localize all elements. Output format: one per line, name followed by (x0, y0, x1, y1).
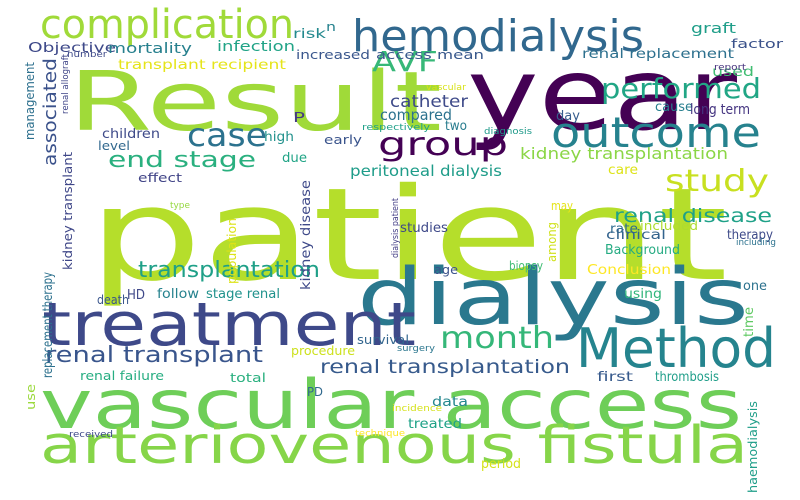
word-transplant-recipient: transplant recipient (118, 58, 286, 73)
word-management: management (23, 62, 37, 140)
word-kidney-disease: kidney disease (299, 180, 314, 290)
word-renal-replacement: renal replacement (582, 47, 734, 62)
word-associated: associated (40, 58, 61, 166)
word-thrombosis: thrombosis (655, 370, 719, 385)
word-complication: complication (40, 2, 294, 48)
word-day: day (556, 109, 580, 124)
word-data: data (432, 395, 468, 410)
word-follow: follow (157, 287, 199, 302)
word-time: time (742, 307, 757, 337)
word-using: using (624, 287, 662, 302)
word-infection: infection (217, 39, 295, 55)
word-may: may (551, 199, 573, 213)
word-children: children (102, 127, 160, 142)
word-factor: factor (731, 37, 783, 51)
word-technique: technique (355, 429, 405, 439)
word-peritoneal-dialysis: peritoneal dialysis (350, 162, 502, 180)
word-level: level (98, 139, 130, 153)
word-hemodialysis: hemodialysis (352, 11, 644, 62)
word-treatment: treatment (42, 290, 416, 360)
word-end-stage: end stage (108, 148, 256, 173)
word-two: two (445, 119, 467, 134)
word-survival: survival (357, 333, 409, 347)
word-incidence: incidence (392, 404, 442, 414)
word-arteriovenous-fistula: arteriovenous fistula (40, 416, 748, 476)
word-care: care (608, 163, 638, 178)
word-n: n (326, 20, 336, 34)
word-due: due (282, 151, 307, 166)
word-conclusion: Conclusion (587, 263, 671, 278)
word-early: early (324, 133, 362, 147)
word-procedure: procedure (291, 344, 355, 358)
word-month: month (440, 321, 554, 356)
word-diagnosis: diagnosis (484, 127, 532, 137)
word-report: report (714, 63, 746, 73)
word-studies: studies (400, 221, 448, 236)
word-objective: Objective (28, 41, 116, 56)
word-stage-renal: stage renal (206, 287, 280, 302)
word-renal-disease: renal disease (614, 205, 772, 227)
word-renal-transplant: renal transplant (45, 343, 263, 368)
word-kidney-transplant: kidney transplant (61, 152, 75, 270)
word-number: number (67, 50, 107, 60)
word-type: type (170, 201, 190, 211)
word-one: one (743, 279, 767, 294)
word-renal-failure: renal failure (80, 369, 164, 383)
word-mortality: mortality (108, 41, 192, 57)
word-pd: PD (307, 385, 323, 399)
word-received: received (69, 430, 113, 440)
word-period: period (481, 457, 521, 472)
word-first: first (597, 370, 633, 385)
word-among: among (545, 222, 559, 262)
word-case: case (187, 116, 267, 154)
word-long-term: long term (690, 102, 750, 118)
word-patient: patient (88, 161, 728, 310)
word-population: population (225, 218, 239, 284)
word-hd: HD (127, 288, 145, 303)
word-increased: increased (296, 48, 370, 62)
word-avf: AVF (372, 45, 438, 78)
word-dialysis: dialysis (357, 253, 749, 343)
word-biopsy: biopsy (509, 259, 543, 273)
word-included: included (640, 219, 698, 233)
word-background: Background (605, 243, 680, 258)
word-age: age (434, 263, 458, 277)
word-compared: compared (380, 106, 452, 124)
word-death: death (97, 293, 129, 307)
word-renal-allograft: renal allograft (61, 54, 71, 114)
word-respectively: respectively (362, 123, 430, 133)
word-study: study (665, 164, 769, 199)
word-effect: effect (138, 171, 182, 185)
word-vascular-access: vascular access (40, 366, 742, 445)
word-surgery: surgery (397, 344, 435, 354)
word-kidney-transplantation: kidney transplantation (520, 144, 728, 163)
word-result: Result (68, 55, 442, 150)
word-haemodialysis: haemodialysis (746, 401, 760, 493)
word-therapy: therapy (727, 228, 773, 243)
word-treated: treated (408, 417, 462, 432)
word-replacement-therapy: replacement therapy (41, 272, 56, 378)
word-performed: performed (601, 72, 761, 105)
word-vascular: vascular (426, 83, 466, 93)
word-used: used (712, 65, 754, 80)
word-use: use (24, 384, 38, 410)
word-renal-transplantation: renal transplantation (320, 356, 570, 378)
word-high: high (264, 130, 294, 145)
word-graft: graft (691, 21, 736, 37)
word-total: total (230, 371, 266, 385)
word-catheter: catheter (390, 92, 468, 112)
word-including: including (736, 238, 776, 248)
word-cause: cause (655, 100, 693, 115)
word-p: P (293, 111, 305, 126)
word-clinical: clinical (606, 228, 666, 243)
word-group: group (378, 125, 508, 163)
word-access-mean: access mean (376, 48, 484, 62)
word-risk: risk (293, 27, 326, 42)
word-year: year (467, 36, 737, 153)
word-rate: rate (610, 222, 638, 237)
word-outcome: outcome (551, 108, 761, 157)
word-method: Method (576, 317, 776, 380)
word-transplantation: transplantation (138, 258, 320, 283)
